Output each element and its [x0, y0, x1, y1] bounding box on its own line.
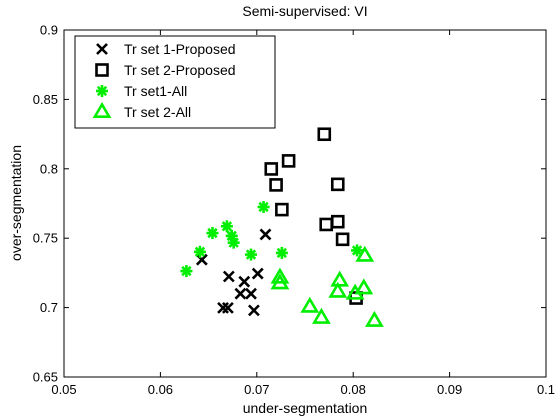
data-point-x [251, 267, 264, 280]
data-point-square [269, 178, 283, 192]
x-tick-label: 0.09 [437, 382, 462, 397]
data-point-x [238, 275, 251, 288]
asterisk-stroke [228, 237, 239, 248]
series-4 [270, 245, 384, 327]
legend-box [74, 35, 276, 129]
data-point-x [245, 287, 257, 300]
x-stroke [222, 270, 235, 283]
x-stroke [217, 301, 229, 314]
data-point-square [330, 177, 345, 192]
asterisk-stroke [207, 227, 218, 239]
asterisk-stroke [194, 246, 206, 257]
x-stroke [245, 287, 257, 300]
x-tick-label: 0.1 [537, 382, 555, 397]
asterisk-stroke [258, 201, 269, 213]
data-point-asterisk [193, 245, 206, 258]
asterisk-stroke [226, 230, 237, 242]
x-stroke [96, 43, 108, 55]
data-point-square [330, 214, 345, 229]
y-tick-label: 0.75 [33, 231, 58, 246]
data-point-asterisk [206, 227, 219, 240]
data-point-x [247, 304, 260, 317]
legend-label: Tr set 2-All [124, 104, 191, 120]
data-point-asterisk [257, 200, 270, 213]
legend: Tr set 1-Proposed Tr set 2-Proposed Tr set… [74, 35, 276, 129]
axes: 0.05 0.06 0.07 0.08 0.09 0.1 0.65 0.7 0.75 0.8 0.8… [33, 23, 555, 398]
y-tick-label: 0.65 [33, 370, 58, 385]
series-1 [195, 228, 272, 317]
data-point-asterisk [245, 248, 258, 261]
x-stroke [247, 304, 260, 317]
data-point-triangle [270, 273, 290, 290]
legend-marker [92, 101, 112, 118]
data-point-asterisk [180, 265, 193, 278]
legend-label: Tr set1-All [124, 83, 187, 99]
data-point-square [275, 202, 289, 217]
x-stroke [234, 287, 247, 300]
data-point-asterisk [227, 236, 240, 249]
data-point-triangle [365, 310, 384, 327]
data-point-asterisk [275, 246, 288, 259]
data-point-triangle [328, 281, 348, 298]
data-point-x [259, 228, 272, 241]
x-tick-label: 0.06 [148, 382, 173, 397]
x-stroke [221, 301, 234, 314]
x-stroke [195, 253, 208, 266]
asterisk-stroke [276, 247, 288, 259]
legend-label: Tr set 1-Proposed [124, 41, 236, 57]
x-tick-label: 0.05 [51, 382, 76, 397]
data-point-triangle [354, 278, 374, 295]
x-stroke [259, 228, 272, 241]
asterisk-stroke [181, 265, 192, 277]
series-3 [180, 200, 364, 278]
y-tick-label: 0.8 [40, 161, 58, 176]
data-point-triangle [311, 307, 331, 324]
data-point-triangle [300, 296, 320, 313]
data-point-triangle [270, 267, 290, 284]
asterisk-stroke [221, 221, 233, 232]
y-tick-label: 0.9 [40, 23, 58, 38]
y-tick-label: 0.85 [33, 92, 58, 107]
asterisk-stroke [245, 249, 257, 260]
chart-title: Semi-supervised: VI [242, 3, 367, 19]
asterisk-stroke [351, 245, 363, 256]
data-point-square [335, 232, 350, 247]
data-point-square [264, 162, 279, 176]
data-point-asterisk [351, 244, 364, 257]
x-stroke [251, 267, 264, 280]
data-point-x [234, 287, 247, 300]
data-point-x [221, 301, 234, 314]
data-point-square [317, 127, 332, 142]
legend-marker [95, 63, 109, 77]
asterisk-stroke [96, 85, 108, 97]
data-point-square [281, 154, 296, 168]
data-point-x [217, 301, 229, 314]
data-marks [180, 127, 384, 327]
legend-marker [96, 43, 108, 55]
x-tick-label: 0.07 [244, 382, 269, 397]
y-axis-label: over-segmentation [8, 145, 24, 261]
legend-marker [96, 85, 108, 97]
x-tick-label: 0.08 [341, 382, 366, 397]
y-tick-label: 0.7 [40, 300, 58, 315]
legend-label: Tr set 2-Proposed [124, 62, 236, 78]
data-point-triangle [345, 283, 365, 300]
x-stroke [238, 275, 251, 288]
data-point-asterisk [220, 220, 233, 233]
data-point-x [222, 270, 235, 283]
data-point-x [195, 253, 208, 266]
x-axis-label: under-segmentation [243, 400, 368, 416]
data-point-triangle [355, 245, 375, 262]
